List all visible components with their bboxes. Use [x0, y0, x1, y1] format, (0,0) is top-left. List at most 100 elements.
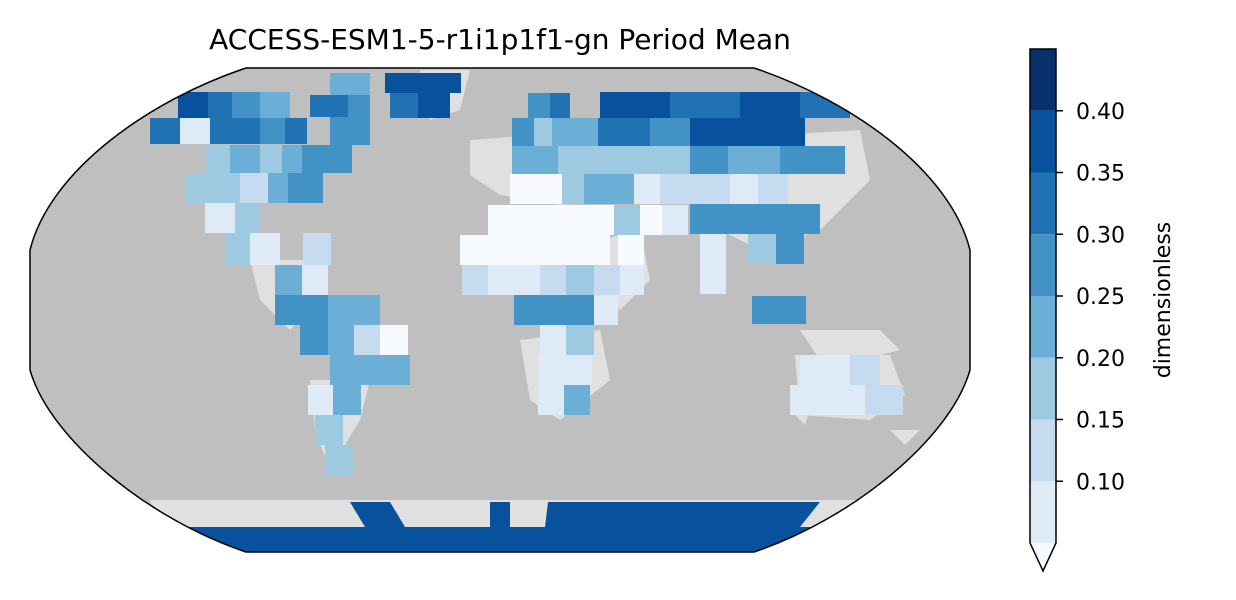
- cell: [550, 93, 570, 118]
- cell: [540, 265, 566, 295]
- cell: [865, 385, 903, 415]
- cell: [225, 233, 250, 265]
- cell: [260, 118, 285, 144]
- cell: [598, 118, 650, 146]
- cell: [490, 502, 510, 527]
- colorbar-outline: [1029, 48, 1057, 573]
- cell: [385, 73, 461, 93]
- cell: [354, 325, 380, 355]
- colorbar-tick-label: 0.25: [1076, 285, 1125, 310]
- cell: [260, 145, 282, 173]
- cell: [418, 93, 450, 118]
- cell: [205, 145, 230, 173]
- cell: [776, 234, 804, 264]
- cell: [310, 95, 348, 117]
- cell: [670, 92, 740, 118]
- colorbar-tick-label: 0.40: [1076, 100, 1125, 125]
- cell: [390, 93, 418, 118]
- cell: [210, 118, 260, 144]
- cell: [205, 203, 235, 233]
- cell: [634, 174, 660, 204]
- cell: [330, 355, 410, 385]
- colorbar-label: dimensionless: [1151, 222, 1176, 379]
- cell: [268, 173, 288, 203]
- cell: [748, 234, 776, 264]
- cell: [333, 385, 361, 415]
- cell: [230, 145, 260, 173]
- cell: [566, 325, 594, 355]
- cell: [614, 205, 640, 235]
- cell: [690, 118, 805, 146]
- map-title: ACCESS-ESM1-5-r1i1p1f1-gn Period Mean: [209, 23, 791, 56]
- colorbar-segment: [1030, 49, 1056, 111]
- cell: [562, 174, 584, 204]
- cell: [800, 92, 850, 118]
- colorbar-tick-label: 0.35: [1076, 162, 1125, 187]
- cell: [534, 118, 552, 146]
- cell: [282, 145, 302, 173]
- cell: [540, 325, 566, 355]
- cell: [178, 92, 208, 118]
- cell: [600, 92, 670, 118]
- cell: [328, 295, 380, 325]
- cell: [690, 204, 820, 234]
- cell: [564, 385, 590, 415]
- cell: [325, 445, 353, 475]
- cell: [488, 265, 540, 295]
- cell: [618, 235, 644, 265]
- cell: [328, 325, 354, 355]
- cell: [584, 174, 634, 204]
- colorbar-tick-label: 0.10: [1076, 470, 1125, 495]
- cell: [150, 118, 180, 144]
- cell: [730, 174, 758, 204]
- cell: [275, 295, 328, 325]
- colorbar-segment: [1030, 172, 1056, 235]
- cell: [350, 502, 405, 527]
- map-area: [30, 68, 970, 552]
- cell: [800, 355, 850, 385]
- cell: [660, 174, 682, 204]
- cell: [552, 118, 598, 146]
- map-outline: [29, 67, 971, 553]
- cell: [700, 234, 726, 294]
- cell: [558, 146, 698, 174]
- colorbar-segment: [1030, 419, 1056, 482]
- cell: [275, 265, 302, 295]
- colorbar: 0.10 0.15 0.20 0.25 0.30 0.35 0.40: [1029, 48, 1125, 573]
- cell: [380, 325, 408, 355]
- cell: [288, 173, 323, 203]
- cell: [302, 265, 328, 295]
- cell: [308, 385, 333, 415]
- cell: [330, 117, 370, 145]
- cell: [682, 174, 730, 204]
- cell: [514, 295, 594, 325]
- colorbar-segment: [1030, 234, 1056, 296]
- cell: [235, 203, 260, 233]
- colorbar-extend-min: [1030, 543, 1056, 571]
- cell: [208, 92, 232, 118]
- cell: [232, 92, 260, 118]
- colorbar-tick-label: 0.30: [1076, 223, 1125, 248]
- cell: [538, 385, 564, 415]
- cell: [594, 295, 618, 325]
- cell: [512, 146, 558, 174]
- cell: [488, 205, 614, 235]
- cell: [260, 92, 290, 118]
- cell: [850, 355, 880, 385]
- cell: [594, 265, 620, 295]
- data-cells: [150, 73, 970, 552]
- colorbar-tick-label: 0.20: [1076, 347, 1125, 372]
- cell: [303, 233, 331, 265]
- cell: [620, 265, 644, 295]
- cell: [330, 73, 370, 95]
- cell: [240, 173, 268, 203]
- cell: [185, 173, 240, 203]
- cell: [538, 355, 592, 385]
- colorbar-segment: [1030, 481, 1056, 543]
- cell: [790, 385, 865, 415]
- cell: [302, 145, 352, 173]
- cell: [566, 265, 594, 295]
- colorbar-tick-label: 0.15: [1076, 409, 1125, 434]
- cell: [285, 118, 307, 144]
